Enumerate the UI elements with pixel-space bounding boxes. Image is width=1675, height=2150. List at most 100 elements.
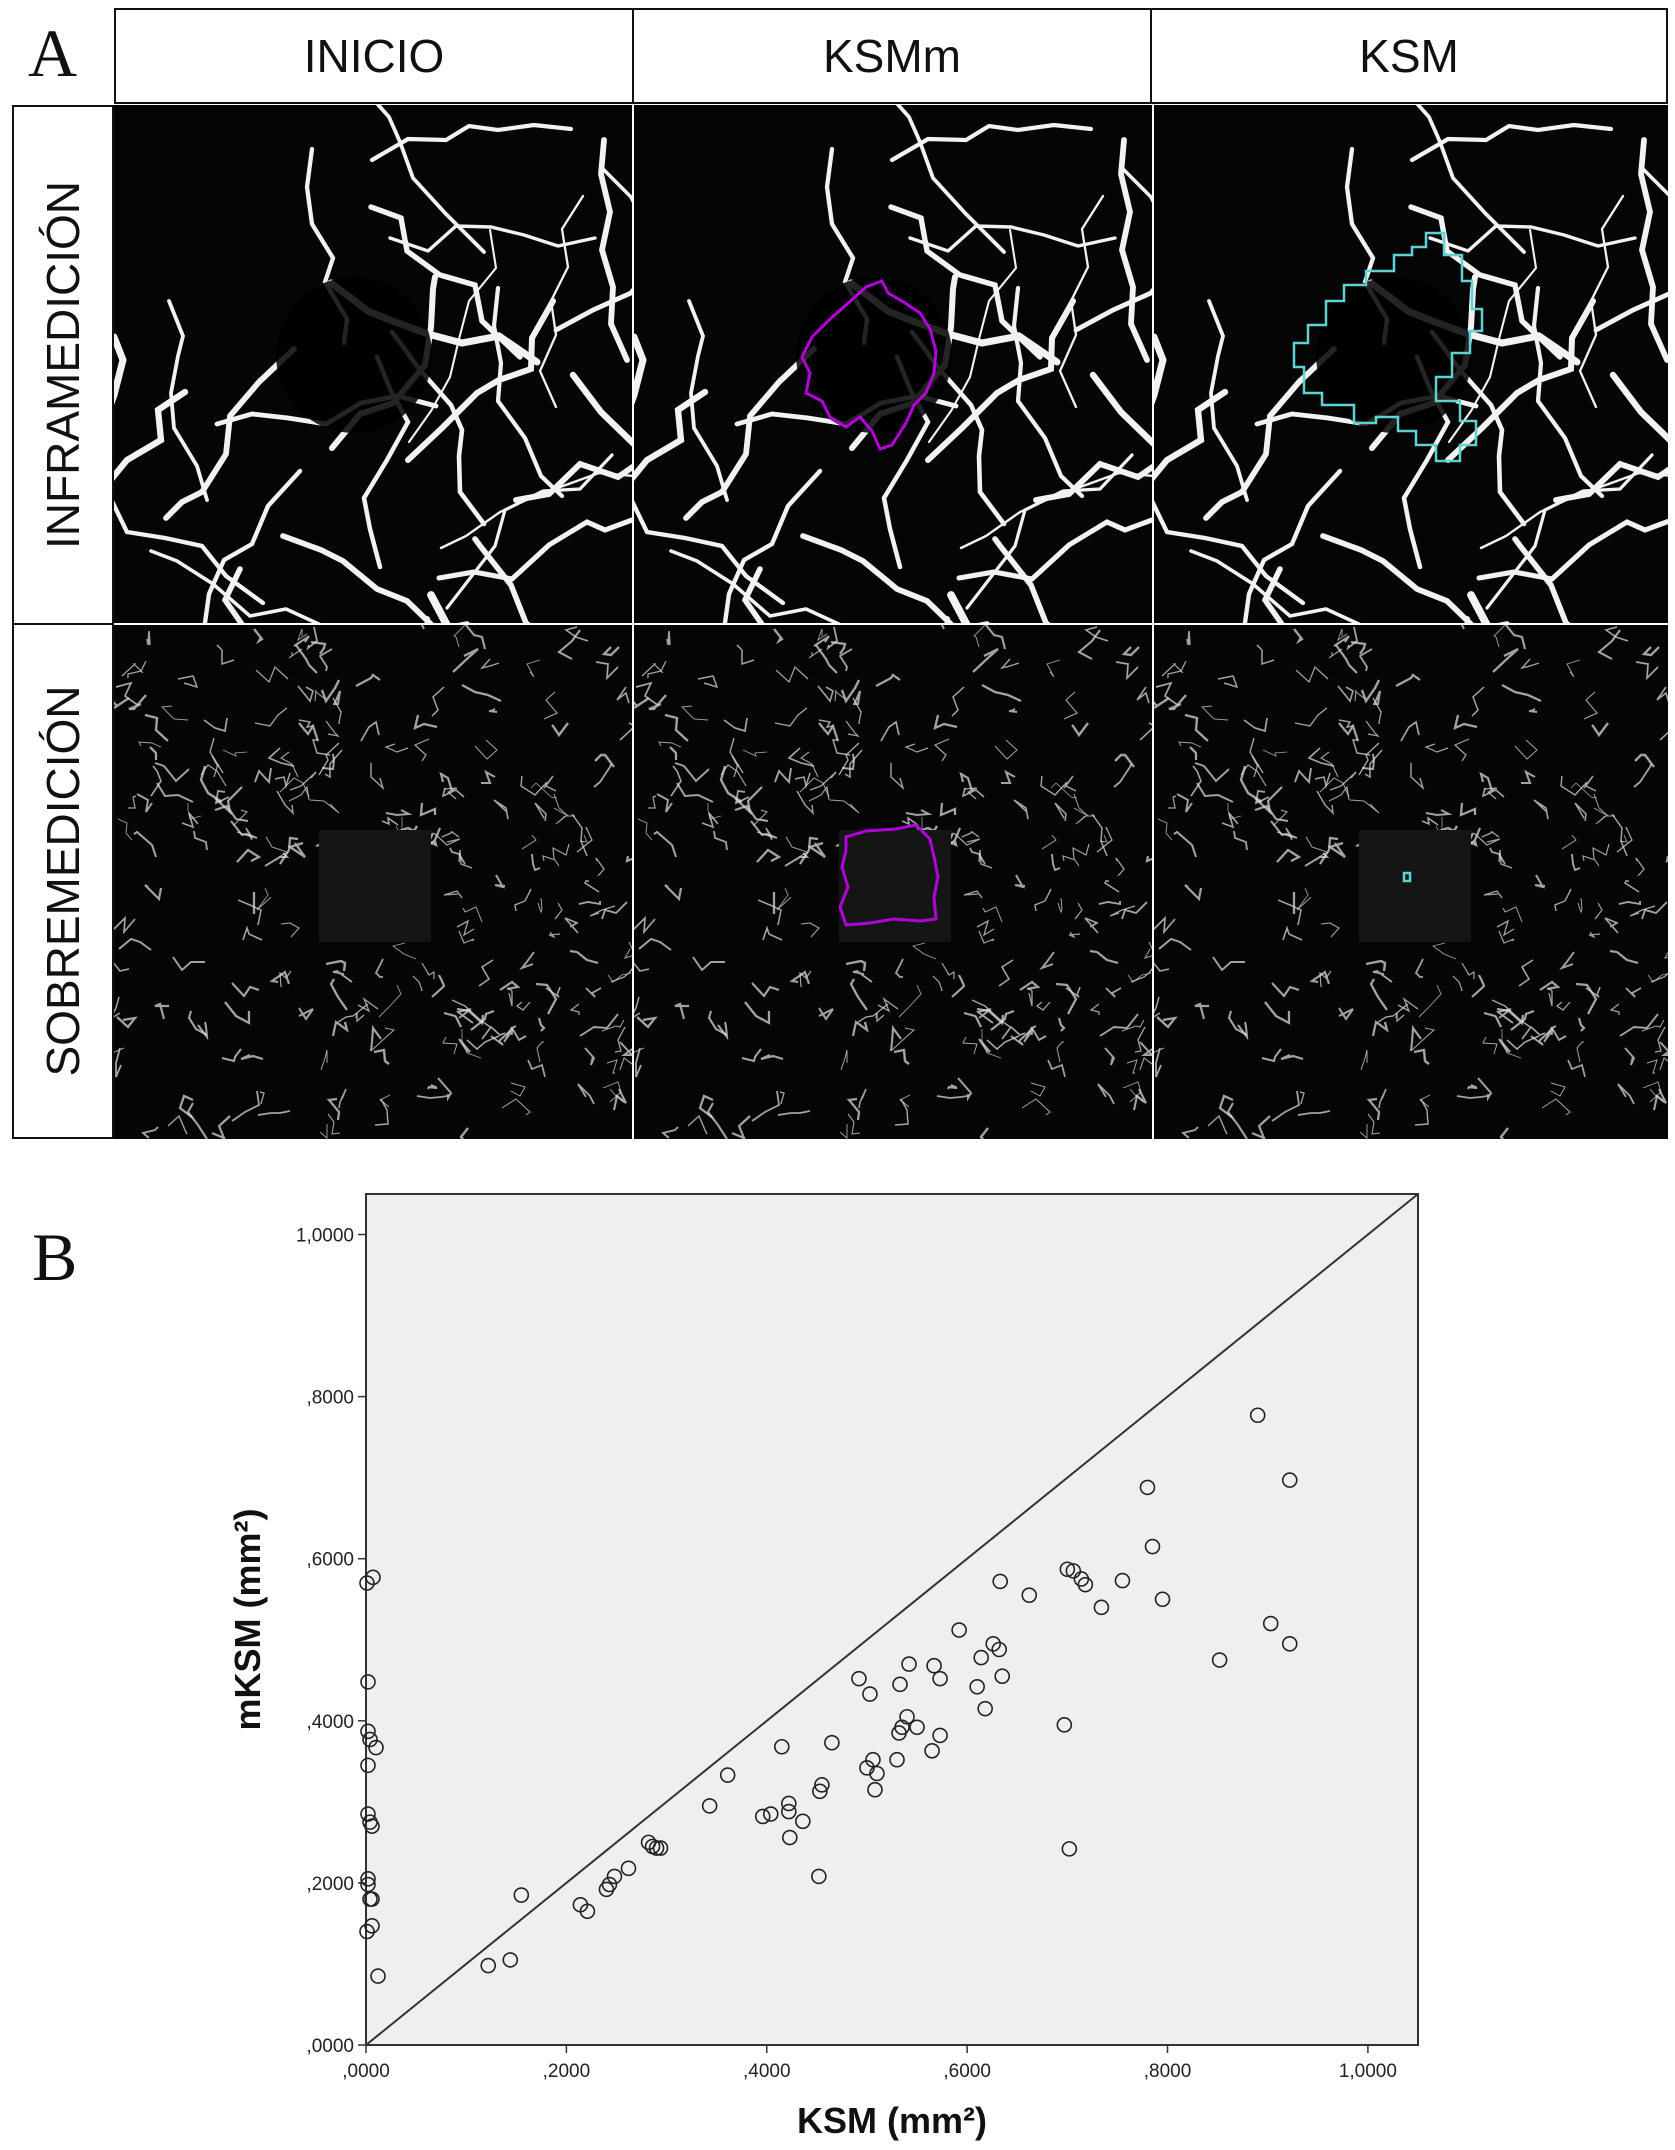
capillary	[734, 786, 763, 816]
capillary	[1618, 901, 1641, 906]
capillary	[912, 942, 937, 960]
identity-line	[365, 1193, 1419, 2046]
capillary	[1040, 775, 1068, 796]
capillary	[785, 836, 809, 858]
data-point	[1093, 1599, 1110, 1616]
capillary	[374, 1098, 389, 1126]
data-point	[652, 1840, 669, 1856]
capillary	[1663, 951, 1668, 959]
capillary	[998, 959, 1014, 987]
capillary	[1633, 763, 1652, 788]
capillary	[813, 635, 830, 647]
capillary	[216, 644, 235, 666]
capillary	[490, 1029, 512, 1046]
data-point	[1114, 1572, 1131, 1589]
capillary	[193, 830, 208, 851]
capillary	[530, 782, 558, 799]
capillary	[933, 738, 950, 762]
capillary	[551, 722, 569, 738]
capillary	[1099, 834, 1108, 843]
y-axis-title: mKSM (mm²)	[227, 1509, 268, 1731]
vessel	[683, 346, 817, 521]
capillary	[1251, 1115, 1271, 1139]
x-axis-title: KSM (mm²)	[797, 2100, 987, 2141]
vessel	[669, 549, 841, 623]
capillary	[1395, 1012, 1405, 1023]
capillary	[453, 625, 466, 648]
capillary	[687, 1114, 708, 1135]
capillary	[1196, 782, 1234, 803]
capillary	[826, 626, 838, 651]
capillary	[838, 742, 860, 776]
capillary	[734, 804, 769, 823]
capillary	[427, 1084, 438, 1090]
capillary	[1483, 1011, 1502, 1028]
data-point	[1139, 1479, 1156, 1496]
capillary	[899, 1094, 911, 1108]
capillary	[1421, 816, 1439, 826]
capillary	[799, 970, 812, 988]
row-header-label: INFRAMEDICIÓN	[37, 181, 89, 549]
capillary	[809, 771, 837, 791]
capillary	[1624, 1047, 1636, 1066]
capillary	[521, 834, 537, 850]
vessel	[569, 371, 632, 447]
capillary	[172, 956, 205, 972]
data-point	[701, 1798, 718, 1814]
capillary	[439, 771, 454, 792]
capillary	[593, 763, 612, 788]
capillary	[156, 782, 194, 803]
capillary	[982, 906, 1003, 923]
capillary	[1270, 820, 1298, 839]
y-tick-label: ,8000	[306, 1388, 354, 1409]
vessel	[1467, 591, 1491, 623]
capillary	[986, 1035, 1020, 1051]
capillary	[940, 625, 945, 630]
capillary	[1157, 818, 1173, 841]
capillary	[838, 648, 853, 672]
data-point	[899, 1708, 915, 1725]
vessel	[1118, 137, 1150, 363]
capillary	[1126, 1059, 1138, 1074]
vessel	[927, 228, 1018, 444]
capillary	[751, 982, 780, 998]
capillary	[114, 1047, 125, 1053]
capillary	[1555, 1001, 1571, 1011]
capillary	[1212, 956, 1245, 972]
vessel	[472, 536, 531, 623]
capillary	[750, 820, 778, 839]
oct-image-inframedicion-inicio	[114, 105, 632, 623]
data-point	[1077, 1576, 1094, 1593]
data-point	[994, 1668, 1011, 1685]
vessel	[1428, 224, 1637, 253]
capillary	[537, 1017, 546, 1032]
capillary	[1635, 661, 1659, 681]
vessel	[513, 460, 632, 503]
capillary	[279, 970, 292, 988]
capillary	[1338, 722, 1360, 742]
capillary	[1271, 1090, 1300, 1122]
capillary	[458, 849, 473, 869]
oct-image-inframedicion-ksm	[1154, 105, 1668, 623]
capillary	[519, 951, 535, 971]
capillary	[1001, 1025, 1026, 1040]
vessel	[221, 566, 245, 623]
capillary	[493, 799, 509, 820]
column-header-label: KSMm	[823, 30, 961, 82]
data-point	[781, 1803, 797, 1820]
capillary	[1293, 628, 1304, 645]
capillary	[461, 683, 502, 703]
capillary	[116, 1016, 138, 1029]
capillary	[378, 984, 402, 1018]
capillary	[1378, 1088, 1387, 1109]
capillary	[1158, 937, 1192, 951]
capillary	[1591, 722, 1609, 738]
capillary	[1338, 719, 1354, 729]
capillary	[1295, 665, 1329, 684]
capillary	[817, 628, 828, 642]
capillary	[1221, 812, 1239, 829]
vessel	[1242, 468, 1343, 623]
capillary	[564, 626, 589, 642]
capillary	[1114, 753, 1135, 768]
capillary	[1314, 772, 1331, 789]
